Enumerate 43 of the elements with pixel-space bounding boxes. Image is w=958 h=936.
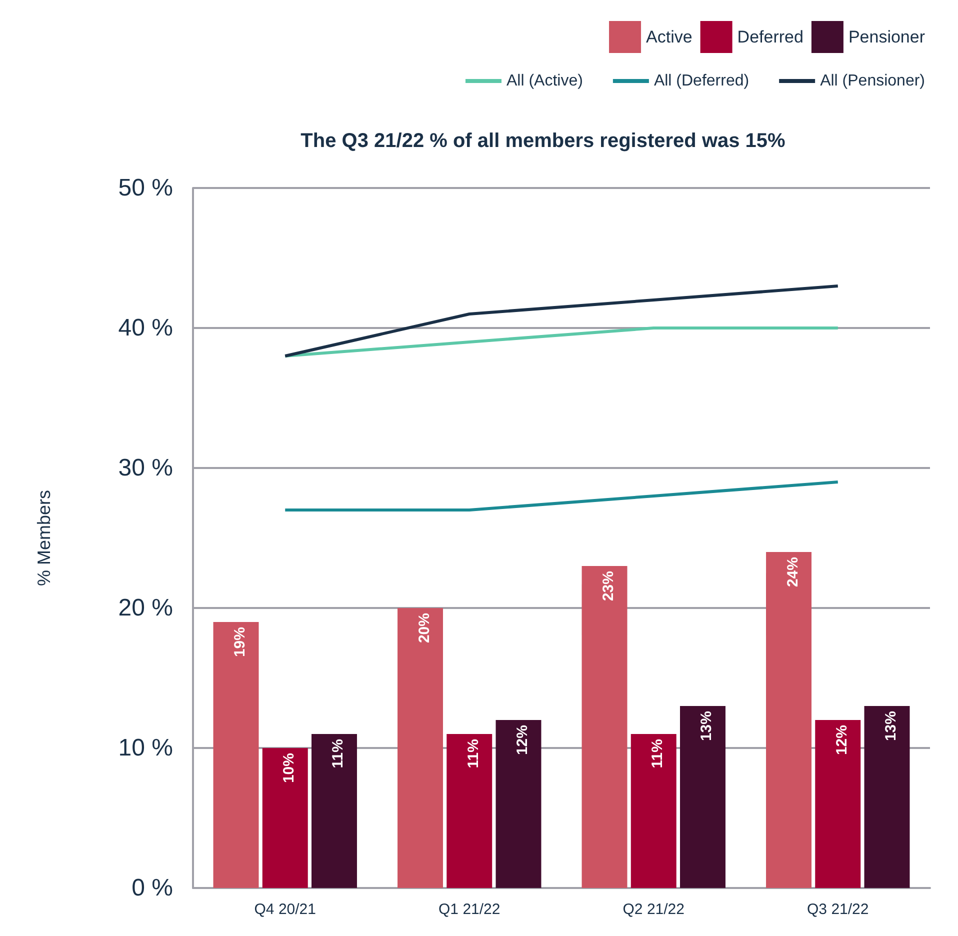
x-tick-label: Q1 21/22 — [438, 901, 500, 918]
y-tick-label: 30 % — [118, 454, 173, 482]
data-label: 11% — [464, 739, 482, 768]
bar — [815, 720, 861, 888]
bar — [630, 734, 676, 888]
data-label: 20% — [416, 613, 433, 644]
chart-title: The Q3 21/22 % of all members registered was 15% — [300, 130, 786, 152]
line-series — [284, 284, 840, 358]
legend-label: Active — [646, 28, 692, 46]
x-tick-label: Q3 21/22 — [807, 901, 869, 918]
data-label: 19% — [232, 627, 249, 658]
legend-label: All (Active) — [506, 72, 583, 90]
x-tick-label: Q2 21/22 — [622, 901, 684, 918]
legend-label: All (Pensioner) — [820, 72, 926, 90]
y-tick-label: 10 % — [118, 734, 173, 762]
legend-label: Deferred — [737, 28, 804, 46]
x-tick-label: Q4 20/21 — [254, 901, 316, 918]
data-label: 11% — [330, 739, 347, 768]
bar — [766, 552, 812, 888]
bar — [496, 720, 542, 888]
data-label: 10% — [280, 753, 298, 784]
data-label: 12% — [514, 725, 531, 756]
bar — [213, 622, 259, 888]
y-tick-label: 20 % — [118, 594, 173, 622]
data-label: 11% — [649, 739, 666, 768]
y-axis-title: % Members — [34, 490, 54, 586]
y-tick-label: 40 % — [118, 314, 173, 342]
bar — [262, 748, 308, 888]
legend-label: All (Deferred) — [654, 72, 750, 90]
data-label: 23% — [600, 571, 618, 602]
bar — [864, 706, 910, 888]
bar — [582, 566, 628, 888]
data-label: 24% — [784, 557, 802, 588]
bar — [312, 734, 357, 888]
data-label: 12% — [833, 725, 850, 756]
y-tick-label: 0 % — [132, 874, 173, 902]
bar — [446, 734, 492, 888]
data-label: 13% — [882, 711, 900, 742]
y-tick-label: 50 % — [118, 174, 173, 202]
legend-label: Pensioner — [848, 28, 926, 46]
bar — [680, 706, 726, 888]
data-label: 13% — [698, 711, 716, 742]
bar — [398, 608, 443, 888]
